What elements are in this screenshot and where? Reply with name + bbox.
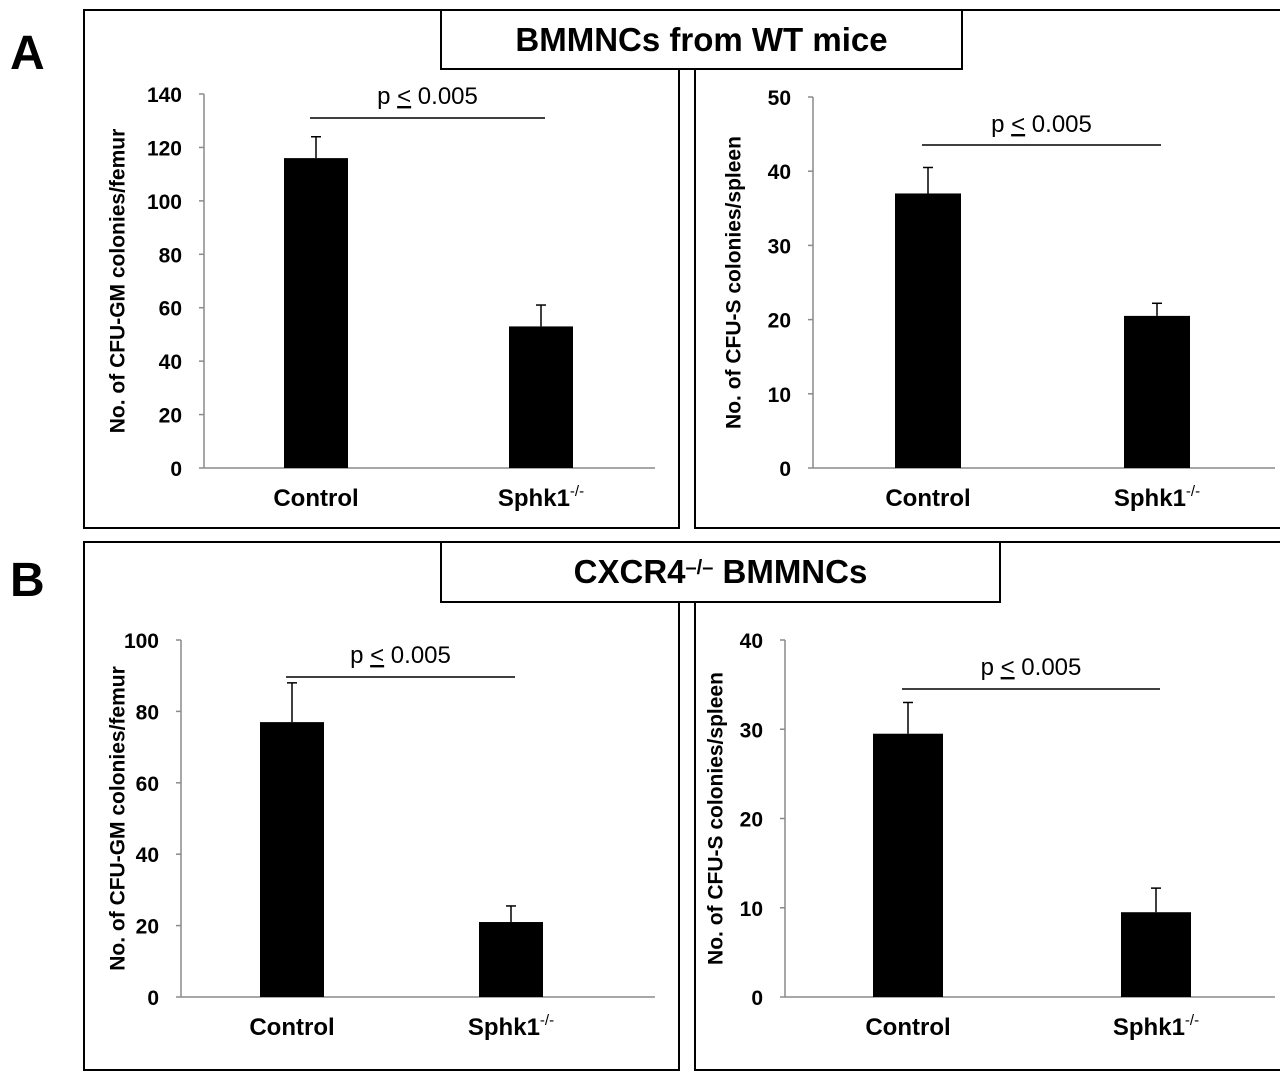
bar	[479, 922, 543, 997]
y-tick-label: 40	[136, 844, 159, 867]
y-tick-label: 120	[147, 137, 182, 160]
bar	[1121, 912, 1191, 997]
y-tick-label: 40	[740, 630, 763, 653]
panel-a-title: BMMNCs from WT mice	[440, 9, 963, 70]
panel-b-title-sup: –/–	[685, 556, 714, 579]
y-tick-label: 60	[159, 298, 182, 321]
y-tick-label: 40	[159, 351, 182, 374]
y-axis-label: No. of CFU-S colonies/spleen	[705, 672, 728, 965]
category-label: Control	[865, 1014, 950, 1041]
category-label: Control	[249, 1014, 334, 1041]
bar	[873, 733, 943, 997]
y-tick-label: 20	[768, 310, 791, 333]
bar	[895, 193, 961, 468]
category-label: Sphk1-/-	[1113, 1012, 1199, 1041]
bar	[1124, 315, 1190, 468]
panel-b-title: CXCR4 –/– BMMNCs	[440, 541, 1001, 603]
significance-label: p < 0.005	[981, 654, 1082, 681]
y-tick-label: 140	[147, 84, 182, 107]
category-label: Sphk1-/-	[498, 483, 584, 512]
panel-label-a: A	[10, 27, 45, 80]
y-tick-label: 20	[740, 809, 763, 832]
bar	[260, 722, 324, 997]
significance-label: p < 0.005	[350, 642, 451, 669]
y-tick-label: 80	[159, 244, 182, 267]
y-tick-label: 100	[147, 191, 182, 214]
y-axis-label: No. of CFU-S colonies/spleen	[723, 136, 746, 429]
panel-b-title-main: CXCR4	[573, 553, 686, 590]
y-tick-label: 40	[768, 161, 791, 184]
y-tick-label: 10	[740, 898, 763, 921]
significance-label: p < 0.005	[377, 83, 478, 110]
y-tick-label: 0	[147, 987, 159, 1010]
y-tick-label: 100	[124, 630, 159, 653]
panel-a-title-text: BMMNCs from WT mice	[515, 20, 888, 58]
category-label: Control	[885, 485, 970, 512]
bar	[509, 326, 573, 468]
bar	[284, 158, 348, 468]
y-tick-label: 30	[740, 719, 763, 742]
y-tick-label: 50	[768, 87, 791, 110]
y-tick-label: 80	[136, 701, 159, 724]
category-label: Sphk1-/-	[468, 1012, 554, 1041]
y-axis-label: No. of CFU-GM colonies/femur	[107, 129, 130, 434]
y-tick-label: 20	[159, 405, 182, 428]
panel-b-title-tail: BMMNCs	[713, 553, 868, 590]
y-tick-label: 0	[751, 987, 763, 1010]
y-tick-label: 0	[170, 458, 182, 481]
y-tick-label: 30	[768, 235, 791, 258]
frame-a-left	[83, 9, 680, 529]
category-label: Control	[273, 485, 358, 512]
frame-b-left	[83, 541, 680, 1071]
y-tick-label: 60	[136, 773, 159, 796]
y-axis-label: No. of CFU-GM colonies/femur	[107, 666, 130, 971]
significance-label: p < 0.005	[991, 111, 1092, 138]
y-tick-label: 20	[136, 916, 159, 939]
category-label: Sphk1-/-	[1114, 483, 1200, 512]
y-tick-label: 0	[779, 458, 791, 481]
panel-label-b: B	[10, 554, 45, 607]
y-tick-label: 10	[768, 384, 791, 407]
